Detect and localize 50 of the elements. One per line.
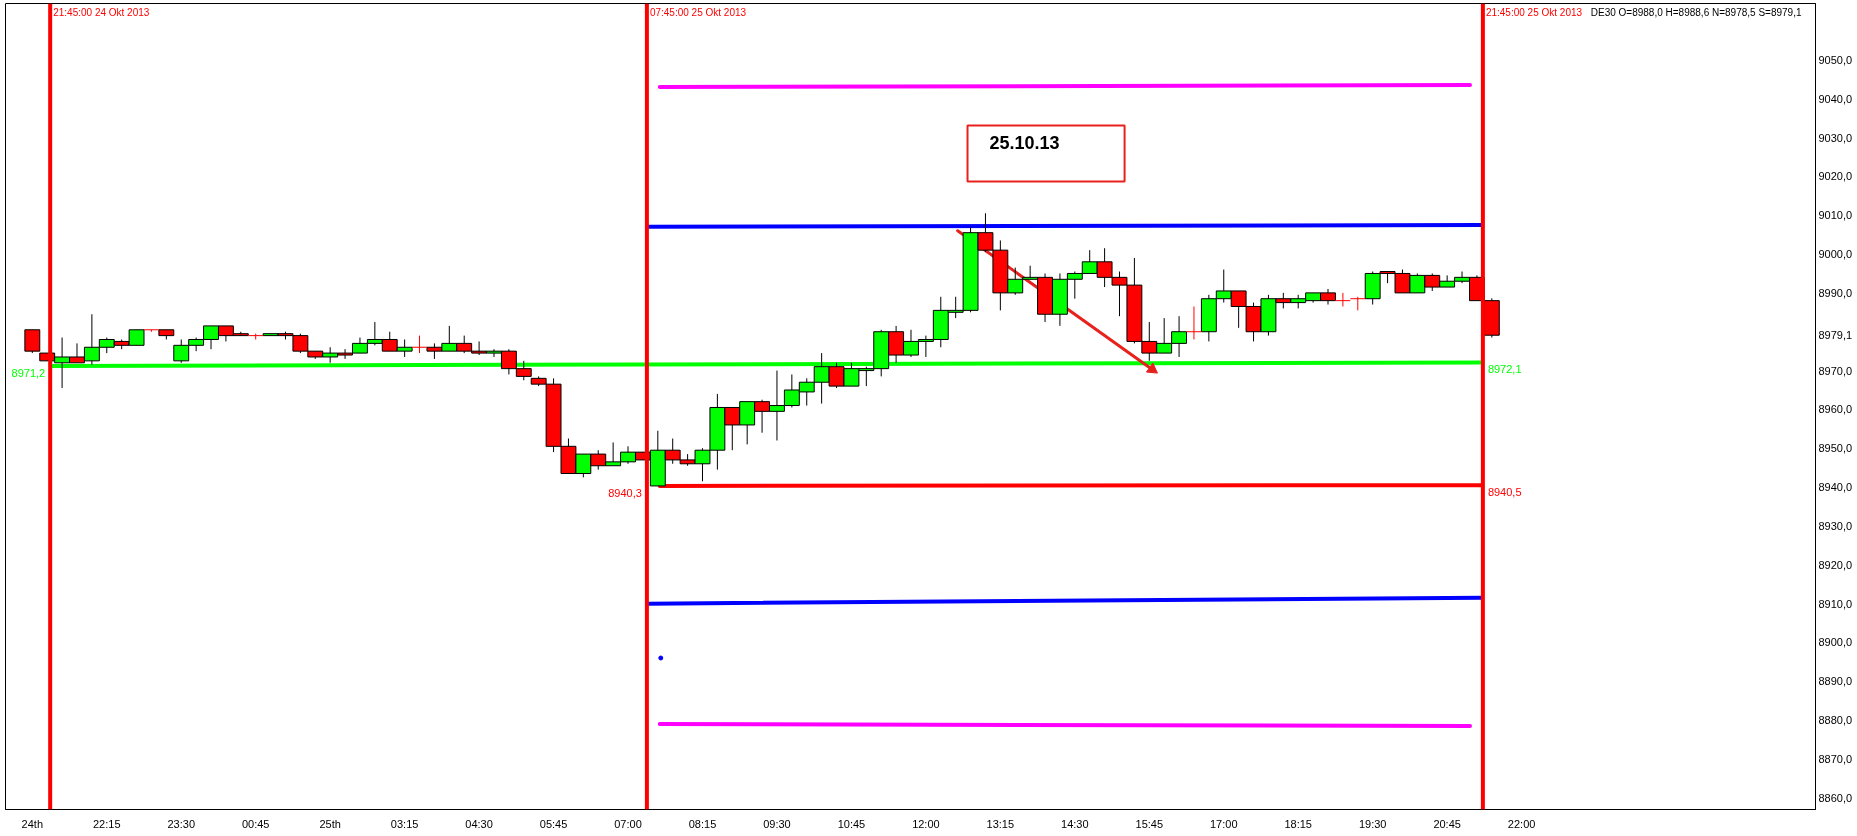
y-tick-label: 9030,0 bbox=[1818, 131, 1853, 144]
annotation: 8972,1 bbox=[1487, 363, 1522, 376]
x-tick-label: 03:15 bbox=[390, 817, 419, 830]
y-tick-label: 8910,0 bbox=[1818, 597, 1853, 610]
chart-title: DE30 O=8988,0 H=8988,6 N=8978,5 S=8979,1 bbox=[1590, 6, 1802, 18]
x-tick-label: 19:30 bbox=[1358, 817, 1387, 830]
x-tick-label: 05:45 bbox=[539, 817, 568, 830]
annotation: 8940,5 bbox=[1487, 486, 1522, 499]
ref-line-label: 21:45:00 24 Okt 2013 bbox=[53, 6, 150, 18]
x-tick-label: 15:45 bbox=[1135, 817, 1164, 830]
x-tick-label: 22:15 bbox=[93, 817, 121, 830]
x-tick-label: 20:45 bbox=[1433, 817, 1461, 830]
x-tick-label: 23:30 bbox=[167, 817, 196, 830]
y-tick-label: 8990,0 bbox=[1818, 286, 1853, 299]
y-tick-label: 8940,0 bbox=[1818, 481, 1853, 494]
y-tick-label: 9010,0 bbox=[1818, 209, 1853, 222]
y-tick-label: 8880,0 bbox=[1818, 714, 1853, 727]
y-tick-label: 9000,0 bbox=[1818, 248, 1853, 261]
x-tick-label: 24th bbox=[21, 817, 44, 830]
y-tick-label: 8920,0 bbox=[1818, 558, 1853, 571]
y-tick-label: 8860,0 bbox=[1818, 791, 1853, 804]
x-tick-label: 22:00 bbox=[1507, 817, 1536, 830]
x-tick-label: 13:15 bbox=[986, 817, 1015, 830]
x-tick-label: 18:15 bbox=[1284, 817, 1312, 830]
x-tick-label: 08:15 bbox=[688, 817, 717, 830]
x-tick-label: 00:45 bbox=[241, 817, 270, 830]
y-tick-label: 8890,0 bbox=[1818, 675, 1853, 688]
y-tick-label: 8960,0 bbox=[1818, 403, 1853, 416]
y-tick-label: 8870,0 bbox=[1818, 753, 1853, 765]
y-tick-label: 9020,0 bbox=[1818, 170, 1853, 183]
x-tick-label: 17:00 bbox=[1209, 817, 1238, 830]
x-tick-label: 07:00 bbox=[614, 817, 642, 830]
y-tick-label: 9050,0 bbox=[1818, 53, 1853, 66]
y-tick-label: 8900,0 bbox=[1818, 636, 1853, 649]
x-tick-label: 04:30 bbox=[465, 817, 493, 830]
y-tick-label: 8950,0 bbox=[1818, 442, 1853, 455]
ref-line-label: 21:45:00 25 Okt 2013 bbox=[1485, 6, 1583, 18]
annotation: 8940,3 bbox=[608, 486, 642, 499]
x-tick-label: 14:30 bbox=[1061, 817, 1089, 830]
x-tick-label: 10:45 bbox=[837, 817, 866, 830]
ref-line-label: 07:45:00 25 Okt 2013 bbox=[649, 6, 747, 18]
y-tick-label: 8970,0 bbox=[1818, 364, 1853, 377]
annotation: 25.10.13 bbox=[989, 132, 1060, 153]
y-tick-label: 8979,1 bbox=[1818, 329, 1853, 342]
y-tick-label: 9040,0 bbox=[1818, 92, 1853, 105]
y-tick-label: 8930,0 bbox=[1818, 519, 1853, 532]
x-tick-label: 12:00 bbox=[912, 817, 940, 830]
x-tick-label: 25th bbox=[319, 817, 341, 830]
x-tick-label: 09:30 bbox=[763, 817, 791, 830]
annotation: 8971,2 bbox=[11, 366, 46, 379]
